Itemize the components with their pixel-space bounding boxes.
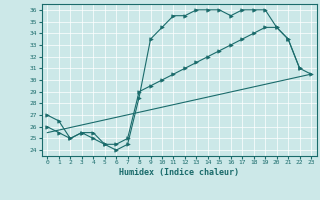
X-axis label: Humidex (Indice chaleur): Humidex (Indice chaleur) (119, 168, 239, 177)
